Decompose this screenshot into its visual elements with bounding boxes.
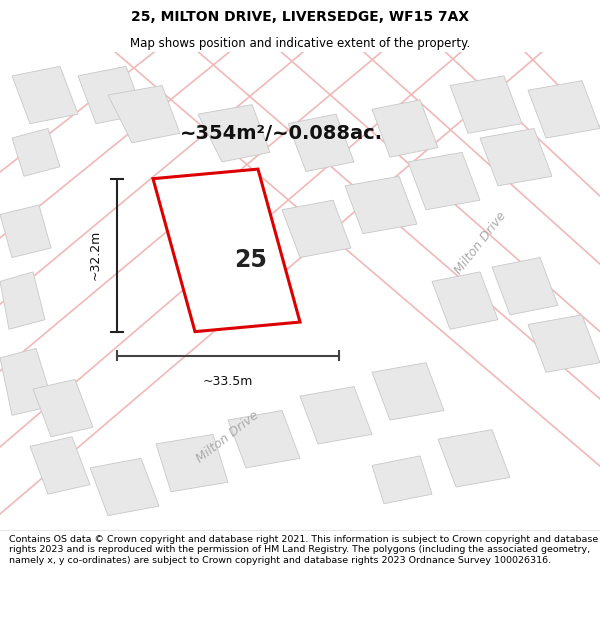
Polygon shape	[300, 387, 372, 444]
Polygon shape	[30, 437, 90, 494]
Text: ~32.2m: ~32.2m	[89, 230, 102, 280]
Text: Map shows position and indicative extent of the property.: Map shows position and indicative extent…	[130, 38, 470, 51]
Polygon shape	[153, 169, 300, 332]
Polygon shape	[228, 411, 300, 468]
Polygon shape	[372, 100, 438, 157]
Polygon shape	[0, 205, 51, 258]
Text: ~33.5m: ~33.5m	[203, 374, 253, 388]
Polygon shape	[282, 200, 351, 258]
Polygon shape	[108, 86, 180, 143]
Text: Contains OS data © Crown copyright and database right 2021. This information is : Contains OS data © Crown copyright and d…	[9, 535, 598, 564]
Polygon shape	[198, 104, 270, 162]
Polygon shape	[33, 379, 93, 437]
Text: 25, MILTON DRIVE, LIVERSEDGE, WF15 7AX: 25, MILTON DRIVE, LIVERSEDGE, WF15 7AX	[131, 11, 469, 24]
Polygon shape	[12, 129, 60, 176]
Text: Milton Drive: Milton Drive	[194, 408, 262, 465]
Text: Milton Drive: Milton Drive	[452, 209, 508, 277]
Polygon shape	[450, 76, 522, 133]
Polygon shape	[288, 114, 354, 171]
Polygon shape	[372, 456, 432, 504]
Polygon shape	[12, 66, 78, 124]
Polygon shape	[345, 176, 417, 234]
Polygon shape	[210, 224, 282, 281]
Polygon shape	[78, 66, 144, 124]
Polygon shape	[432, 272, 498, 329]
Polygon shape	[90, 458, 159, 516]
Polygon shape	[408, 152, 480, 210]
Polygon shape	[438, 429, 510, 487]
Polygon shape	[480, 129, 552, 186]
Polygon shape	[0, 348, 54, 415]
Polygon shape	[372, 362, 444, 420]
Polygon shape	[156, 434, 228, 492]
Polygon shape	[0, 272, 45, 329]
Text: 25: 25	[234, 248, 267, 272]
Text: ~354m²/~0.088ac.: ~354m²/~0.088ac.	[180, 124, 383, 142]
Polygon shape	[528, 81, 600, 138]
Polygon shape	[492, 258, 558, 315]
Polygon shape	[528, 315, 600, 372]
